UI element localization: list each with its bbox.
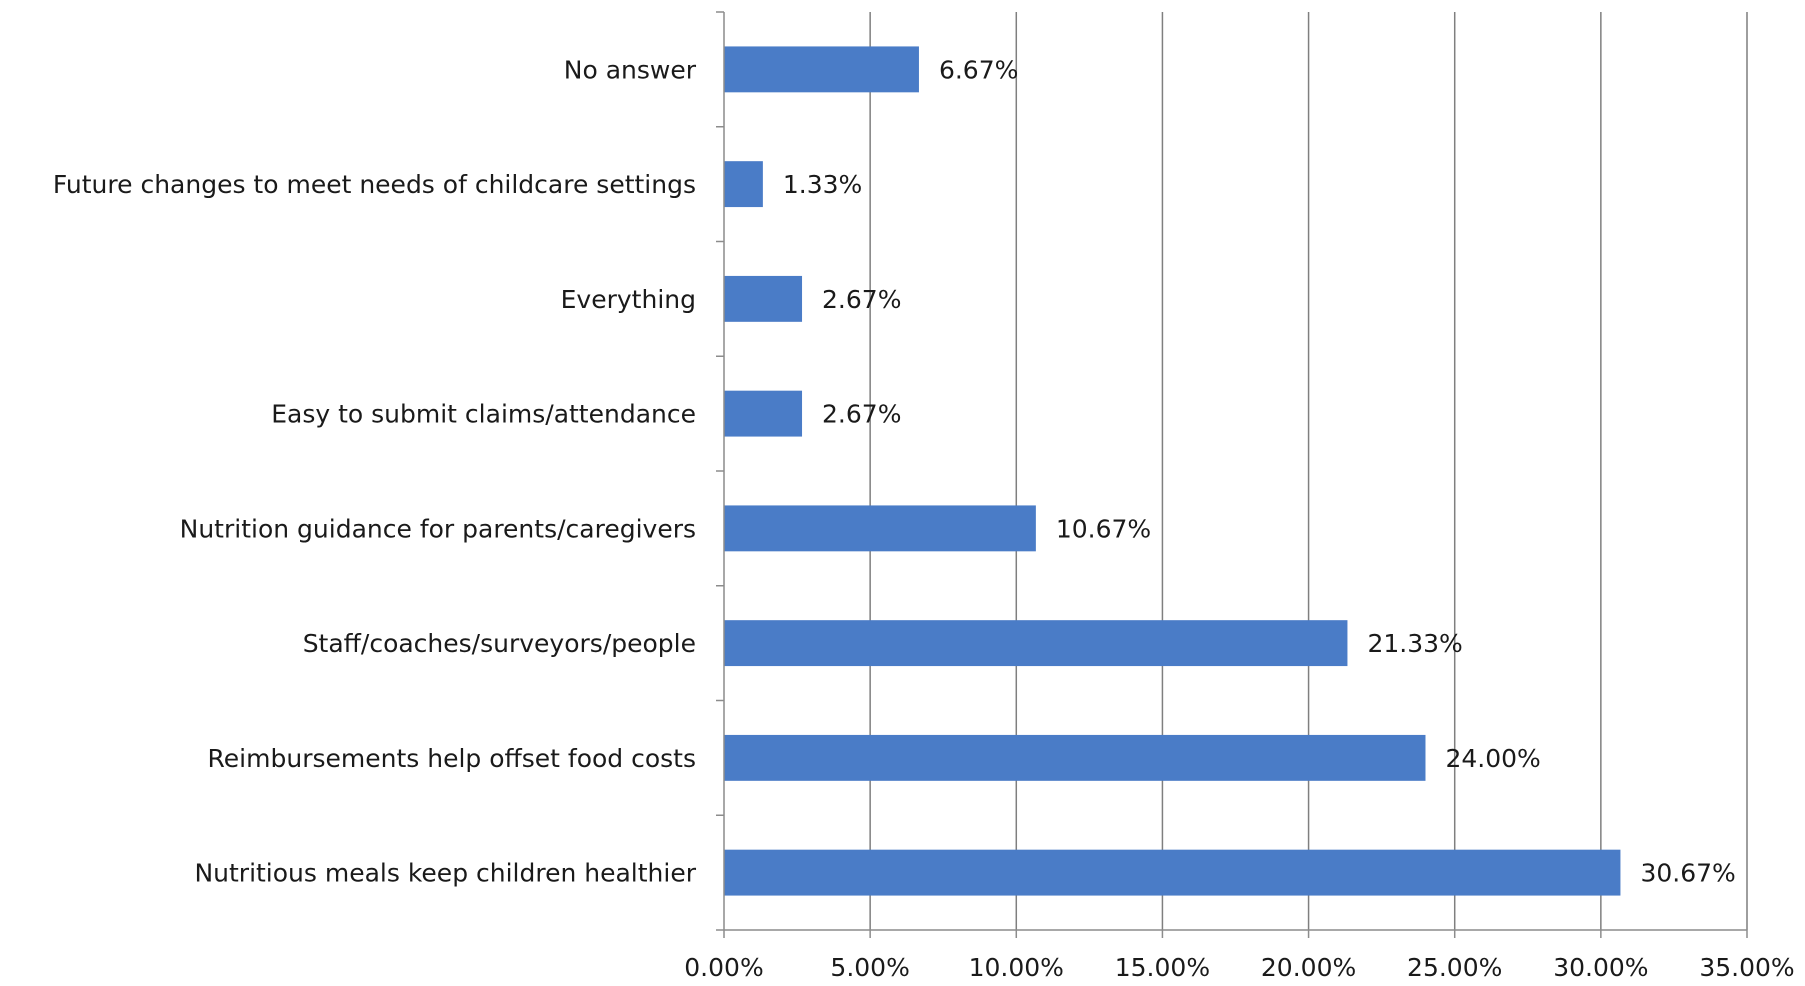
bar [724, 505, 1036, 552]
x-tick-label: 15.00% [1115, 953, 1210, 982]
data-label: 1.33% [783, 170, 862, 199]
data-label: 21.33% [1367, 629, 1462, 658]
category-label: Reimbursements help offset food costs [208, 744, 696, 773]
x-tick-label: 0.00% [684, 953, 763, 982]
category-label: Everything [561, 285, 696, 314]
axes [716, 11, 1748, 938]
data-label: 30.67% [1640, 859, 1735, 888]
x-tick-labels: 0.00% 5.00% 10.00% 15.00% 20.00% 25.00% 30.00%… [684, 953, 1794, 982]
category-label: Nutritious meals keep children healthier [194, 859, 696, 888]
bar [724, 46, 919, 93]
data-label: 24.00% [1445, 744, 1540, 773]
bar [724, 275, 803, 322]
data-label: 6.67% [939, 55, 1018, 84]
data-label: 10.67% [1056, 514, 1151, 543]
bar [724, 849, 1621, 896]
bar [724, 161, 763, 208]
x-tick-label: 25.00% [1407, 953, 1502, 982]
x-tick-label: 35.00% [1699, 953, 1794, 982]
category-label: Nutrition guidance for parents/caregiver… [180, 514, 696, 543]
x-tick-label: 30.00% [1553, 953, 1648, 982]
bars [724, 46, 1621, 896]
data-label: 2.67% [822, 400, 901, 429]
bar [724, 734, 1426, 781]
category-label: Staff/coaches/surveyors/people [303, 629, 696, 658]
data-label: 2.67% [822, 285, 901, 314]
x-tick-label: 20.00% [1261, 953, 1356, 982]
x-tick-label: 10.00% [969, 953, 1064, 982]
bar [724, 390, 803, 437]
data-labels: 6.67% 1.33% 2.67% 2.67% 10.67% 21.33% 24.00% 30… [783, 55, 1736, 887]
category-label: Easy to submit claims/attendance [271, 400, 696, 429]
bar [724, 620, 1348, 667]
category-labels: No answer Future changes to meet needs of… [53, 55, 697, 887]
gridlines [869, 12, 1748, 930]
category-label: No answer [564, 55, 697, 84]
category-label: Future changes to meet needs of childcar… [53, 170, 696, 199]
x-tick-label: 5.00% [830, 953, 909, 982]
